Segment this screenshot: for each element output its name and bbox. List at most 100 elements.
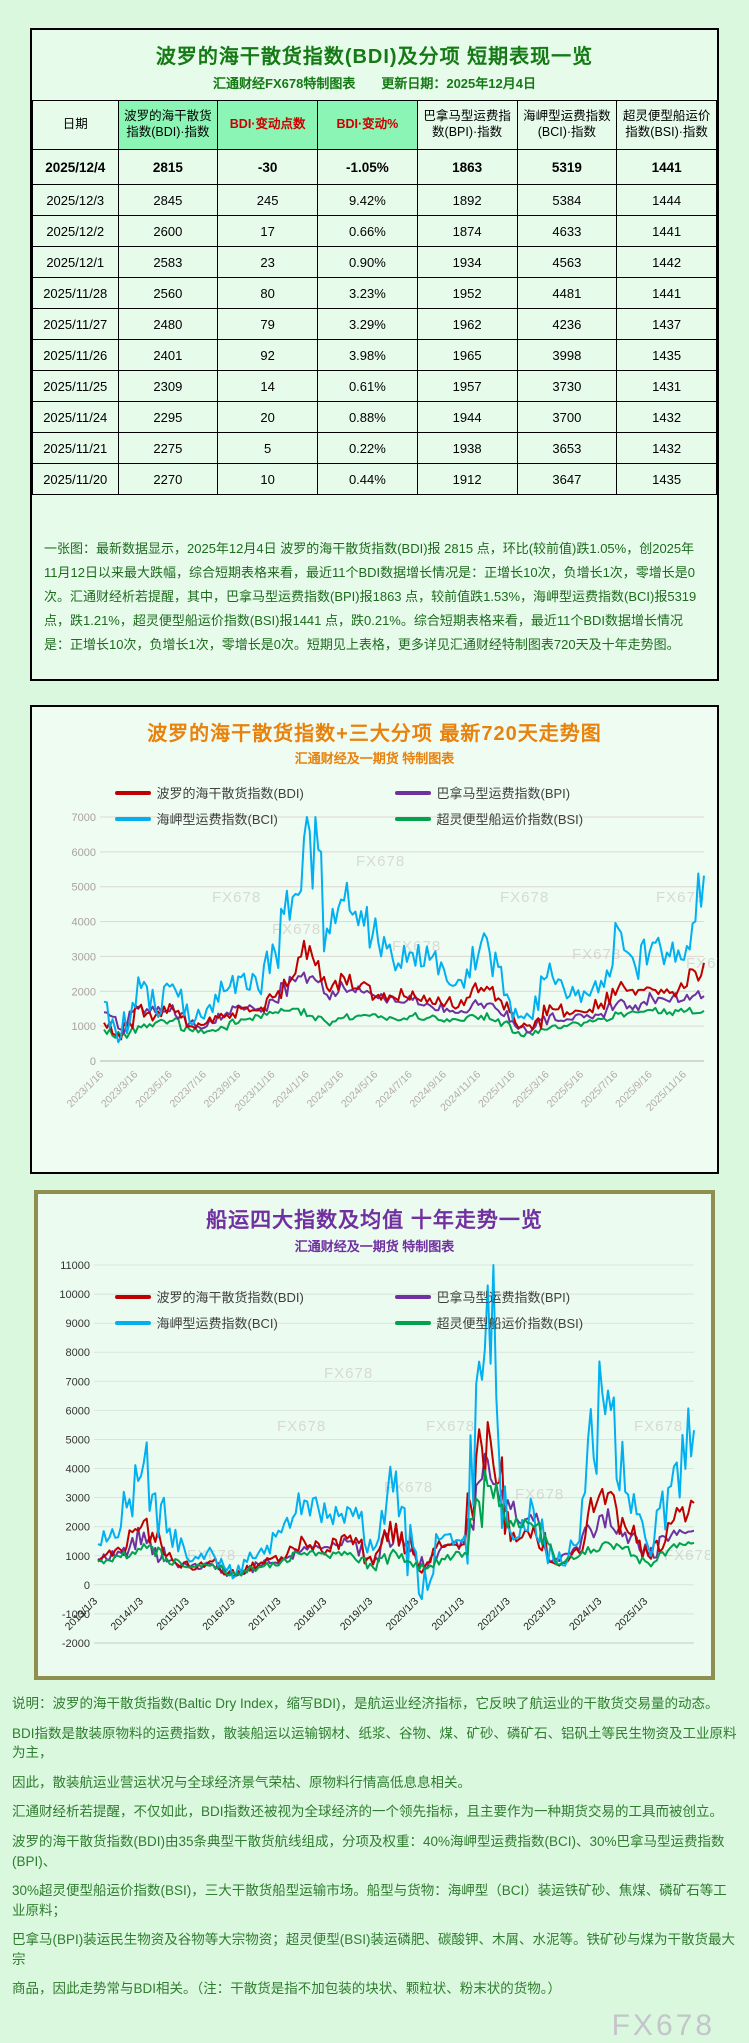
table-cell: 2309 — [117, 370, 219, 402]
svg-text:1000: 1000 — [72, 1021, 96, 1033]
table-cell: 1435 — [616, 463, 717, 495]
table-cell: 1442 — [616, 246, 717, 278]
legend-item: 波罗的海干散货指数(BDI) — [114, 1287, 355, 1306]
svg-text:4000: 4000 — [72, 917, 96, 929]
table-cell: 2600 — [117, 215, 219, 247]
fx678-chart-watermark: FX678 — [664, 1547, 710, 1564]
table-cell: 20 — [217, 401, 318, 433]
explanation-line: 说明：波罗的海干散货指数(Baltic Dry Index，缩写BDI)，是航运… — [12, 1696, 719, 1712]
table-cell: 1944 — [416, 401, 518, 433]
svg-text:0: 0 — [84, 1580, 90, 1592]
series-line — [103, 816, 705, 1044]
table-cell: 2025/11/27 — [32, 308, 119, 340]
explanation-line: 因此，散装航运业营运状况与全球经济景气荣枯、原物料行情高低息息相关。 — [12, 1774, 471, 1790]
table-cell: 2270 — [117, 463, 219, 495]
table-row: 2025/11/21 2275 5 0.22% 1938 3653 1432 — [32, 432, 717, 464]
table-cell: 0.44% — [317, 463, 418, 495]
explanation-line: BDI指数是散装原物料的运费指数，散装船运以运输钢材、纸浆、谷物、煤、矿砂、磷矿… — [12, 1725, 737, 1761]
table-row: 2025/11/26 2401 92 3.98% 1965 3998 1435 — [32, 339, 717, 371]
table-cell: 1435 — [616, 339, 717, 371]
table-cell: 2025/11/26 — [32, 339, 119, 371]
series-line — [97, 1421, 695, 1578]
svg-text:5000: 5000 — [72, 882, 96, 894]
chart-10year-legend: 波罗的海干散货指数(BDI) 巴拿马型运费指数(BPI) 海岬型运费指数(BCI) 超… — [114, 1287, 635, 1332]
table-row: 2025/11/27 2480 79 3.29% 1962 4236 1437 — [32, 308, 717, 340]
series-line — [97, 1264, 695, 1601]
legend-line-swatch — [394, 1320, 431, 1325]
table-cell: 1432 — [616, 401, 717, 433]
table-cell: 2025/12/1 — [32, 246, 119, 278]
table-cell: 5 — [217, 432, 318, 464]
table-cell: 5384 — [516, 184, 618, 216]
fx678-chart-watermark: FX678 — [572, 946, 621, 963]
fx678-chart-watermark: FX678 — [272, 921, 321, 938]
svg-text:3000: 3000 — [72, 952, 96, 964]
svg-text:4000: 4000 — [66, 1464, 90, 1476]
series-line — [97, 1469, 695, 1577]
svg-text:8000: 8000 — [66, 1347, 90, 1359]
svg-text:7000: 7000 — [66, 1377, 90, 1389]
svg-text:11000: 11000 — [60, 1260, 90, 1272]
chart-720day-wrap: 波罗的海干散货指数(BDI) 巴拿马型运费指数(BPI) 海岬型运费指数(BCI) 超… — [32, 769, 735, 1166]
chart-720day-title: 波罗的海干散货指数+三大分项 最新720天走势图 — [147, 723, 602, 746]
table-cell: 2025/12/2 — [32, 215, 119, 247]
table-cell: 3.29% — [317, 308, 418, 340]
table-cell: 1441 — [616, 277, 717, 309]
table-cell: 2401 — [117, 339, 219, 371]
svg-text:6000: 6000 — [72, 847, 96, 859]
table-row: 2025/11/20 2270 10 0.44% 1912 3647 1435 — [32, 463, 717, 495]
svg-text:0: 0 — [90, 1056, 96, 1068]
table-cell: 1962 — [416, 308, 518, 340]
legend-item: 海岬型运费指数(BCI) — [114, 1313, 355, 1332]
legend-line-swatch — [114, 816, 151, 821]
table-cell: 17 — [217, 215, 318, 247]
chart-720day-legend: 波罗的海干散货指数(BDI) 巴拿马型运费指数(BPI) 海岬型运费指数(BCI) 超… — [114, 783, 635, 828]
table-body: 2025/12/4 2815 -30 -1.05% 1863 5319 1441 2025/1… — [32, 149, 717, 495]
table-col-header: BDI·变动% — [317, 100, 418, 150]
chart-10year-title: 船运四大指数及均值 十年走势一览 — [206, 1209, 543, 1233]
table-cell: 1938 — [416, 432, 518, 464]
legend-label: 海岬型运费指数(BCI) — [156, 812, 278, 828]
fx678-chart-watermark: FX678 — [634, 1418, 683, 1435]
table-col-header: 海岬型运费指数(BCI)·指数 — [516, 100, 618, 150]
chart-10year-plot: -2000 -1000 0 1000 2000 3000 4000 5000 6000 7000 8… — [38, 1257, 712, 1670]
chart-720day-panel: 波罗的海干散货指数+三大分项 最新720天走势图 汇通财经及一期货 特制图表 波… — [30, 705, 735, 1175]
explanation-line: 商品，因此走势常与BDI相关。（注：干散货是指不加包装的块状、颗粒状、粉末状的货… — [12, 1981, 562, 1997]
explanation-line: 30%超灵便型船运价指数(BSI)，三大干散货船型运输市场。船型与货物：海岬型（… — [12, 1883, 727, 1918]
svg-text:3000: 3000 — [66, 1493, 90, 1505]
legend-label: 超灵便型船运价指数(BSI) — [436, 812, 584, 828]
legend-line-swatch — [114, 1320, 151, 1325]
table-cell: 245 — [217, 184, 318, 216]
table-row: 2025/12/3 2845 245 9.42% 1892 5384 1444 — [32, 184, 717, 216]
legend-item: 巴拿马型运费指数(BPI) — [394, 783, 635, 802]
short-term-table-panel: 波罗的海干散货指数(BDI)及分项 短期表现一览 汇通财经FX678特制图表 更… — [30, 28, 719, 682]
table-row: 2025/12/2 2600 17 0.66% 1874 4633 1441 — [32, 215, 717, 247]
legend-line-swatch — [114, 790, 151, 795]
chart-svg: 0 1000 2000 3000 4000 5000 6000 7000 FX678 FX678 F… — [65, 812, 735, 1114]
fx678-chart-watermark: FX678 — [324, 1365, 373, 1382]
table-cell: 1934 — [416, 246, 518, 278]
table-col-header: 超灵便型船运价指数(BSI)·指数 — [616, 100, 717, 150]
fx678-chart-watermark: FX678 — [500, 889, 549, 906]
table-cell: 1874 — [416, 215, 518, 247]
table-cell: 2025/11/20 — [32, 463, 119, 495]
table-panel-title: 波罗的海干散货指数(BDI)及分项 短期表现一览 — [155, 46, 594, 68]
table-cell: 0.90% — [317, 246, 418, 278]
legend-item: 超灵便型船运价指数(BSI) — [394, 1313, 635, 1332]
table-cell: 5319 — [516, 149, 618, 185]
chart-720day-plot: 0 1000 2000 3000 4000 5000 6000 7000 FX678 FX678 F… — [32, 769, 735, 1166]
table-cell: 0.61% — [317, 370, 418, 402]
svg-text:2000: 2000 — [66, 1522, 90, 1534]
legend-line-swatch — [114, 1294, 151, 1299]
table-cell: 0.22% — [317, 432, 418, 464]
table-cell: 0.88% — [317, 401, 418, 433]
svg-text:9000: 9000 — [66, 1318, 90, 1330]
table-cell: 2560 — [117, 277, 219, 309]
legend-item: 巴拿马型运费指数(BPI) — [394, 1287, 635, 1306]
table-row: 2025/11/25 2309 14 0.61% 1957 3730 1431 — [32, 370, 717, 402]
table-cell: 2025/12/4 — [32, 149, 119, 185]
fx678-chart-watermark: FX678 — [656, 889, 705, 906]
chart-720day-subtitle: 汇通财经及一期货 特制图表 — [294, 751, 455, 767]
fx678-chart-watermark: FX678 — [515, 1486, 564, 1503]
fx678-chart-watermark: FX678 — [277, 1418, 326, 1435]
